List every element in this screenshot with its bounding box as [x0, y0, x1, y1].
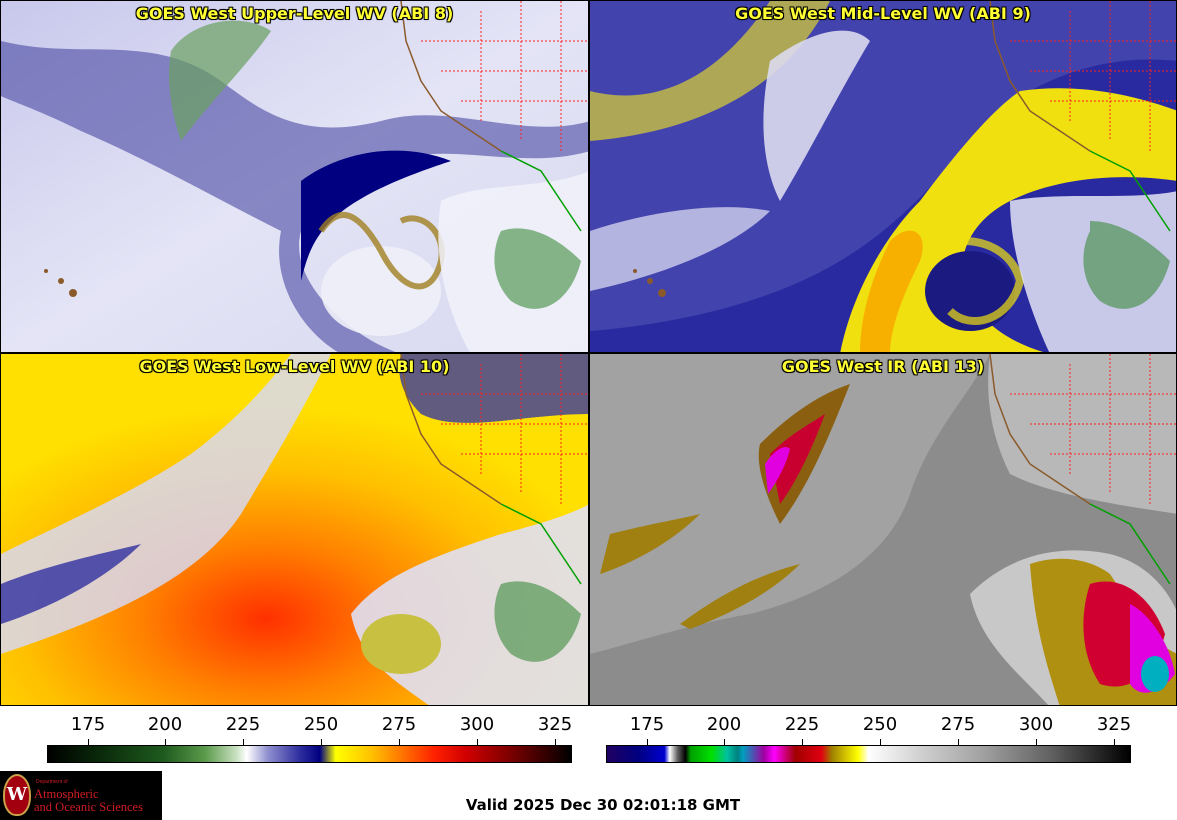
tick-label: 325: [1096, 714, 1132, 735]
tick-label: 325: [537, 714, 573, 735]
tick-mark: [958, 739, 959, 745]
tick-label: 275: [381, 714, 417, 735]
tick-mark: [165, 739, 166, 745]
tick-label: 275: [940, 714, 976, 735]
tick-mark: [243, 739, 244, 745]
colorbar-water-vapor: 175 200 225 250 275 300 325: [47, 714, 572, 764]
tick-label: 175: [629, 714, 665, 735]
tick-label: 225: [225, 714, 261, 735]
tick-label: 300: [459, 714, 495, 735]
panel-title: GOES West Low-Level WV (ABI 10): [139, 357, 450, 376]
panel-title: GOES West Upper-Level WV (ABI 8): [135, 4, 454, 23]
tick-mark: [880, 739, 881, 745]
tick-mark: [555, 739, 556, 745]
tick-mark: [88, 739, 89, 745]
tick-label: 250: [303, 714, 339, 735]
valid-time-label: Valid 2025 Dec 30 02:01:18 GMT: [465, 796, 741, 814]
tick-mark: [802, 739, 803, 745]
logo-line-2: and Oceanic Sciences: [34, 800, 143, 814]
panel-low-level-wv: GOES West Low-Level WV (ABI 10): [0, 353, 589, 706]
tick-mark: [647, 739, 648, 745]
logo-dept-label: Department of: [36, 779, 68, 785]
panel-upper-level-wv: GOES West Upper-Level WV (ABI 8): [0, 0, 589, 353]
tick-mark: [1114, 739, 1115, 745]
tick-mark: [399, 739, 400, 745]
satellite-image-low-level: [1, 354, 588, 705]
colorbar-gradient: [47, 745, 572, 763]
satellite-image-ir: [590, 354, 1176, 705]
tick-mark: [1036, 739, 1037, 745]
tick-label: 225: [784, 714, 820, 735]
satellite-image-mid-level: [590, 1, 1176, 352]
tick-mark: [724, 739, 725, 745]
colorbar-ticks: 175 200 225 250 275 300 325: [606, 714, 1132, 745]
panel-ir: GOES West IR (ABI 13): [589, 353, 1177, 706]
tick-label: 200: [147, 714, 183, 735]
colorbar-ticks: 175 200 225 250 275 300 325: [47, 714, 573, 745]
logo-line-1: Atmospheric: [34, 787, 99, 801]
tick-label: 250: [862, 714, 898, 735]
uw-crest-icon: W: [3, 774, 31, 816]
colorbar-gradient: [606, 745, 1131, 763]
tick-mark: [477, 739, 478, 745]
colorbar-infrared: 175 200 225 250 275 300 325: [606, 714, 1131, 764]
panel-title: GOES West Mid-Level WV (ABI 9): [735, 4, 1031, 23]
aos-logo: W Department of Atmospheric and Oceanic …: [0, 771, 162, 820]
tick-label: 175: [70, 714, 106, 735]
panel-title: GOES West IR (ABI 13): [781, 357, 985, 376]
satellite-image-upper-level: [1, 1, 588, 352]
panel-mid-level-wv: GOES West Mid-Level WV (ABI 9): [589, 0, 1177, 353]
tick-label: 200: [706, 714, 742, 735]
tick-label: 300: [1018, 714, 1054, 735]
tick-mark: [321, 739, 322, 745]
